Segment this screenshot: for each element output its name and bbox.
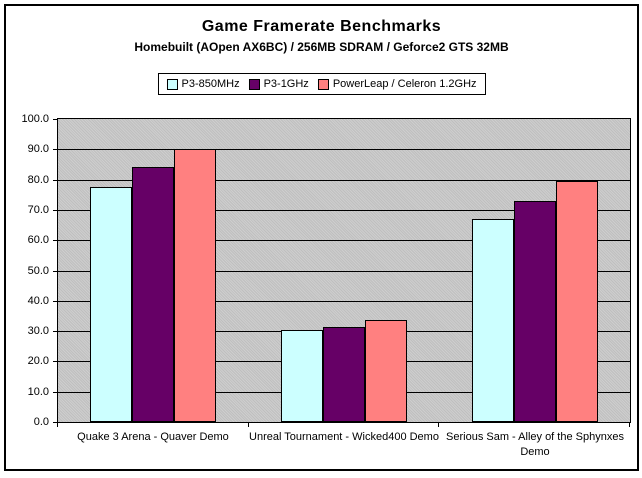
y-axis-tick (53, 392, 58, 393)
y-axis-label: 0.0 (33, 416, 49, 428)
y-axis-tick (53, 210, 58, 211)
y-axis-label: 70.0 (27, 204, 49, 216)
legend-item: PowerLeap / Celeron 1.2GHz (317, 78, 477, 90)
x-axis-category-label: Unreal Tournament - Wicked400 Demo (249, 431, 439, 443)
legend: P3-850MHz P3-1GHz PowerLeap / Celeron 1.2G… (157, 73, 486, 95)
bar-p3-1ghz (323, 327, 365, 422)
gridline (58, 301, 630, 302)
gridline (58, 149, 630, 150)
gridline (58, 180, 630, 181)
y-axis-label: 20.0 (27, 355, 49, 367)
plot-area (57, 118, 631, 423)
y-axis-label: 10.0 (27, 386, 49, 398)
legend-label: P3-850MHz (181, 78, 240, 90)
legend-label: P3-1GHz (263, 78, 309, 90)
legend-swatch-icon (166, 78, 178, 90)
legend-swatch-icon (248, 78, 260, 90)
y-axis-label: 80.0 (27, 174, 49, 186)
y-axis-tick (53, 422, 58, 423)
gridline (58, 210, 630, 211)
bar-p3-1ghz (132, 167, 174, 422)
x-axis-tick (248, 423, 249, 427)
bar-p3-1ghz (514, 201, 556, 422)
gridline (58, 240, 630, 241)
y-axis-label: 40.0 (27, 295, 49, 307)
chart-frame: Game Framerate Benchmarks Homebuilt (AOp… (4, 4, 639, 471)
bar-p3-850mhz (281, 330, 323, 422)
y-axis-label: 100.0 (21, 113, 49, 125)
bar-powerleap-celeron-1-2ghz (365, 320, 407, 422)
y-axis-label: 30.0 (27, 325, 49, 337)
y-axis-tick (53, 301, 58, 302)
legend-label: PowerLeap / Celeron 1.2GHz (332, 78, 477, 90)
gridline (58, 271, 630, 272)
y-axis-tick (53, 149, 58, 150)
legend-item: P3-850MHz (166, 78, 240, 90)
x-axis-tick (438, 423, 439, 427)
y-axis-tick (53, 180, 58, 181)
x-axis-category-label: Quake 3 Arena - Quaver Demo (77, 431, 229, 443)
bar-powerleap-celeron-1-2ghz (174, 149, 216, 422)
legend-swatch-icon (317, 78, 329, 90)
bar-powerleap-celeron-1-2ghz (556, 181, 598, 422)
chart-title: Game Framerate Benchmarks (201, 18, 442, 35)
chart-subtitle: Homebuilt (AOpen AX6BC) / 256MB SDRAM / … (134, 40, 509, 54)
y-axis-label: 90.0 (27, 143, 49, 155)
bar-p3-850mhz (90, 187, 132, 422)
bar-p3-850mhz (472, 219, 514, 422)
y-axis-tick (53, 361, 58, 362)
x-axis-tick (629, 423, 630, 427)
y-axis-tick (53, 271, 58, 272)
x-axis-tick (57, 423, 58, 427)
y-axis-tick (53, 331, 58, 332)
y-axis-tick (53, 119, 58, 120)
y-axis-tick (53, 240, 58, 241)
y-axis-label: 50.0 (27, 265, 49, 277)
legend-item: P3-1GHz (248, 78, 309, 90)
x-axis-category-label: Serious Sam - Alley of the Sphynxes Demo (446, 431, 624, 458)
y-axis-label: 60.0 (27, 234, 49, 246)
